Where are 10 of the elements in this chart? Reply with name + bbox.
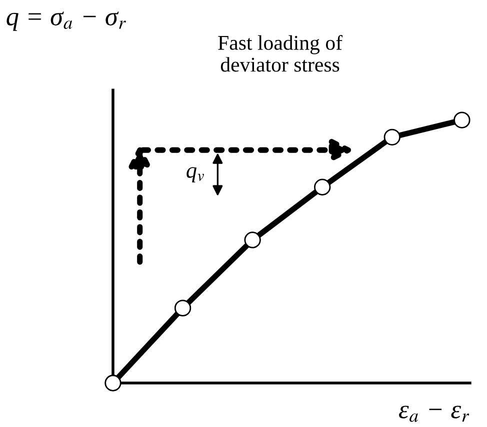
- point: [104, 374, 122, 392]
- y-axis-title: q = σ$_{a}$ − σ$_{r}$: [6, 12, 126, 31]
- point: [314, 178, 331, 196]
- point: [384, 128, 400, 146]
- text: Fast loading of deviator stress: [218, 35, 343, 72]
- point: [174, 300, 192, 316]
- point: [454, 112, 470, 128]
- point: [244, 232, 261, 248]
- x-axis-title: ε$_{a}$ − ε$_{r}$: [399, 406, 470, 422]
- annotation: q$_{v}$: [186, 167, 204, 182]
